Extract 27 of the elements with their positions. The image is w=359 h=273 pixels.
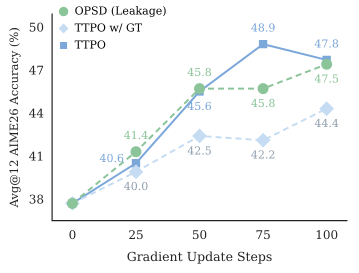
y-tick-label: 50 bbox=[28, 20, 44, 34]
legend-label: TTPO bbox=[74, 38, 106, 52]
data-label: 40.6 bbox=[99, 152, 124, 166]
data-label: 45.6 bbox=[187, 100, 212, 113]
data-label: 47.5 bbox=[314, 72, 339, 86]
x-tick-label: 75 bbox=[255, 228, 271, 242]
y-tick-label: 41 bbox=[28, 150, 44, 164]
y-tick-label: 38 bbox=[28, 192, 44, 207]
data-label: 45.8 bbox=[187, 66, 212, 79]
data-label: 47.8 bbox=[314, 37, 339, 50]
data-label: 45.8 bbox=[250, 96, 276, 110]
data-label: 42.2 bbox=[250, 148, 276, 162]
x-tick-label: 100 bbox=[315, 228, 338, 242]
y-axis-title: Avg@12 AIME26 Accuracy (%) bbox=[6, 27, 21, 208]
y-tick-label: 47 bbox=[28, 64, 44, 78]
data-label: 42.5 bbox=[187, 144, 212, 158]
x-tick-label: 25 bbox=[128, 228, 144, 242]
x-tick-label: 0 bbox=[68, 228, 76, 242]
y-tick-label: 44 bbox=[28, 106, 44, 121]
legend-label: OPSD (Leakage) bbox=[74, 4, 167, 18]
x-tick-label: 50 bbox=[192, 228, 208, 242]
data-label: 41.4 bbox=[124, 129, 148, 142]
data-label: 48.9 bbox=[250, 21, 276, 34]
x-axis-title: Gradient Update Steps bbox=[126, 248, 272, 264]
data-label: 40.0 bbox=[124, 180, 148, 194]
data-label: 44.4 bbox=[314, 117, 339, 130]
legend-label: TTPO w/ GT bbox=[74, 21, 143, 34]
